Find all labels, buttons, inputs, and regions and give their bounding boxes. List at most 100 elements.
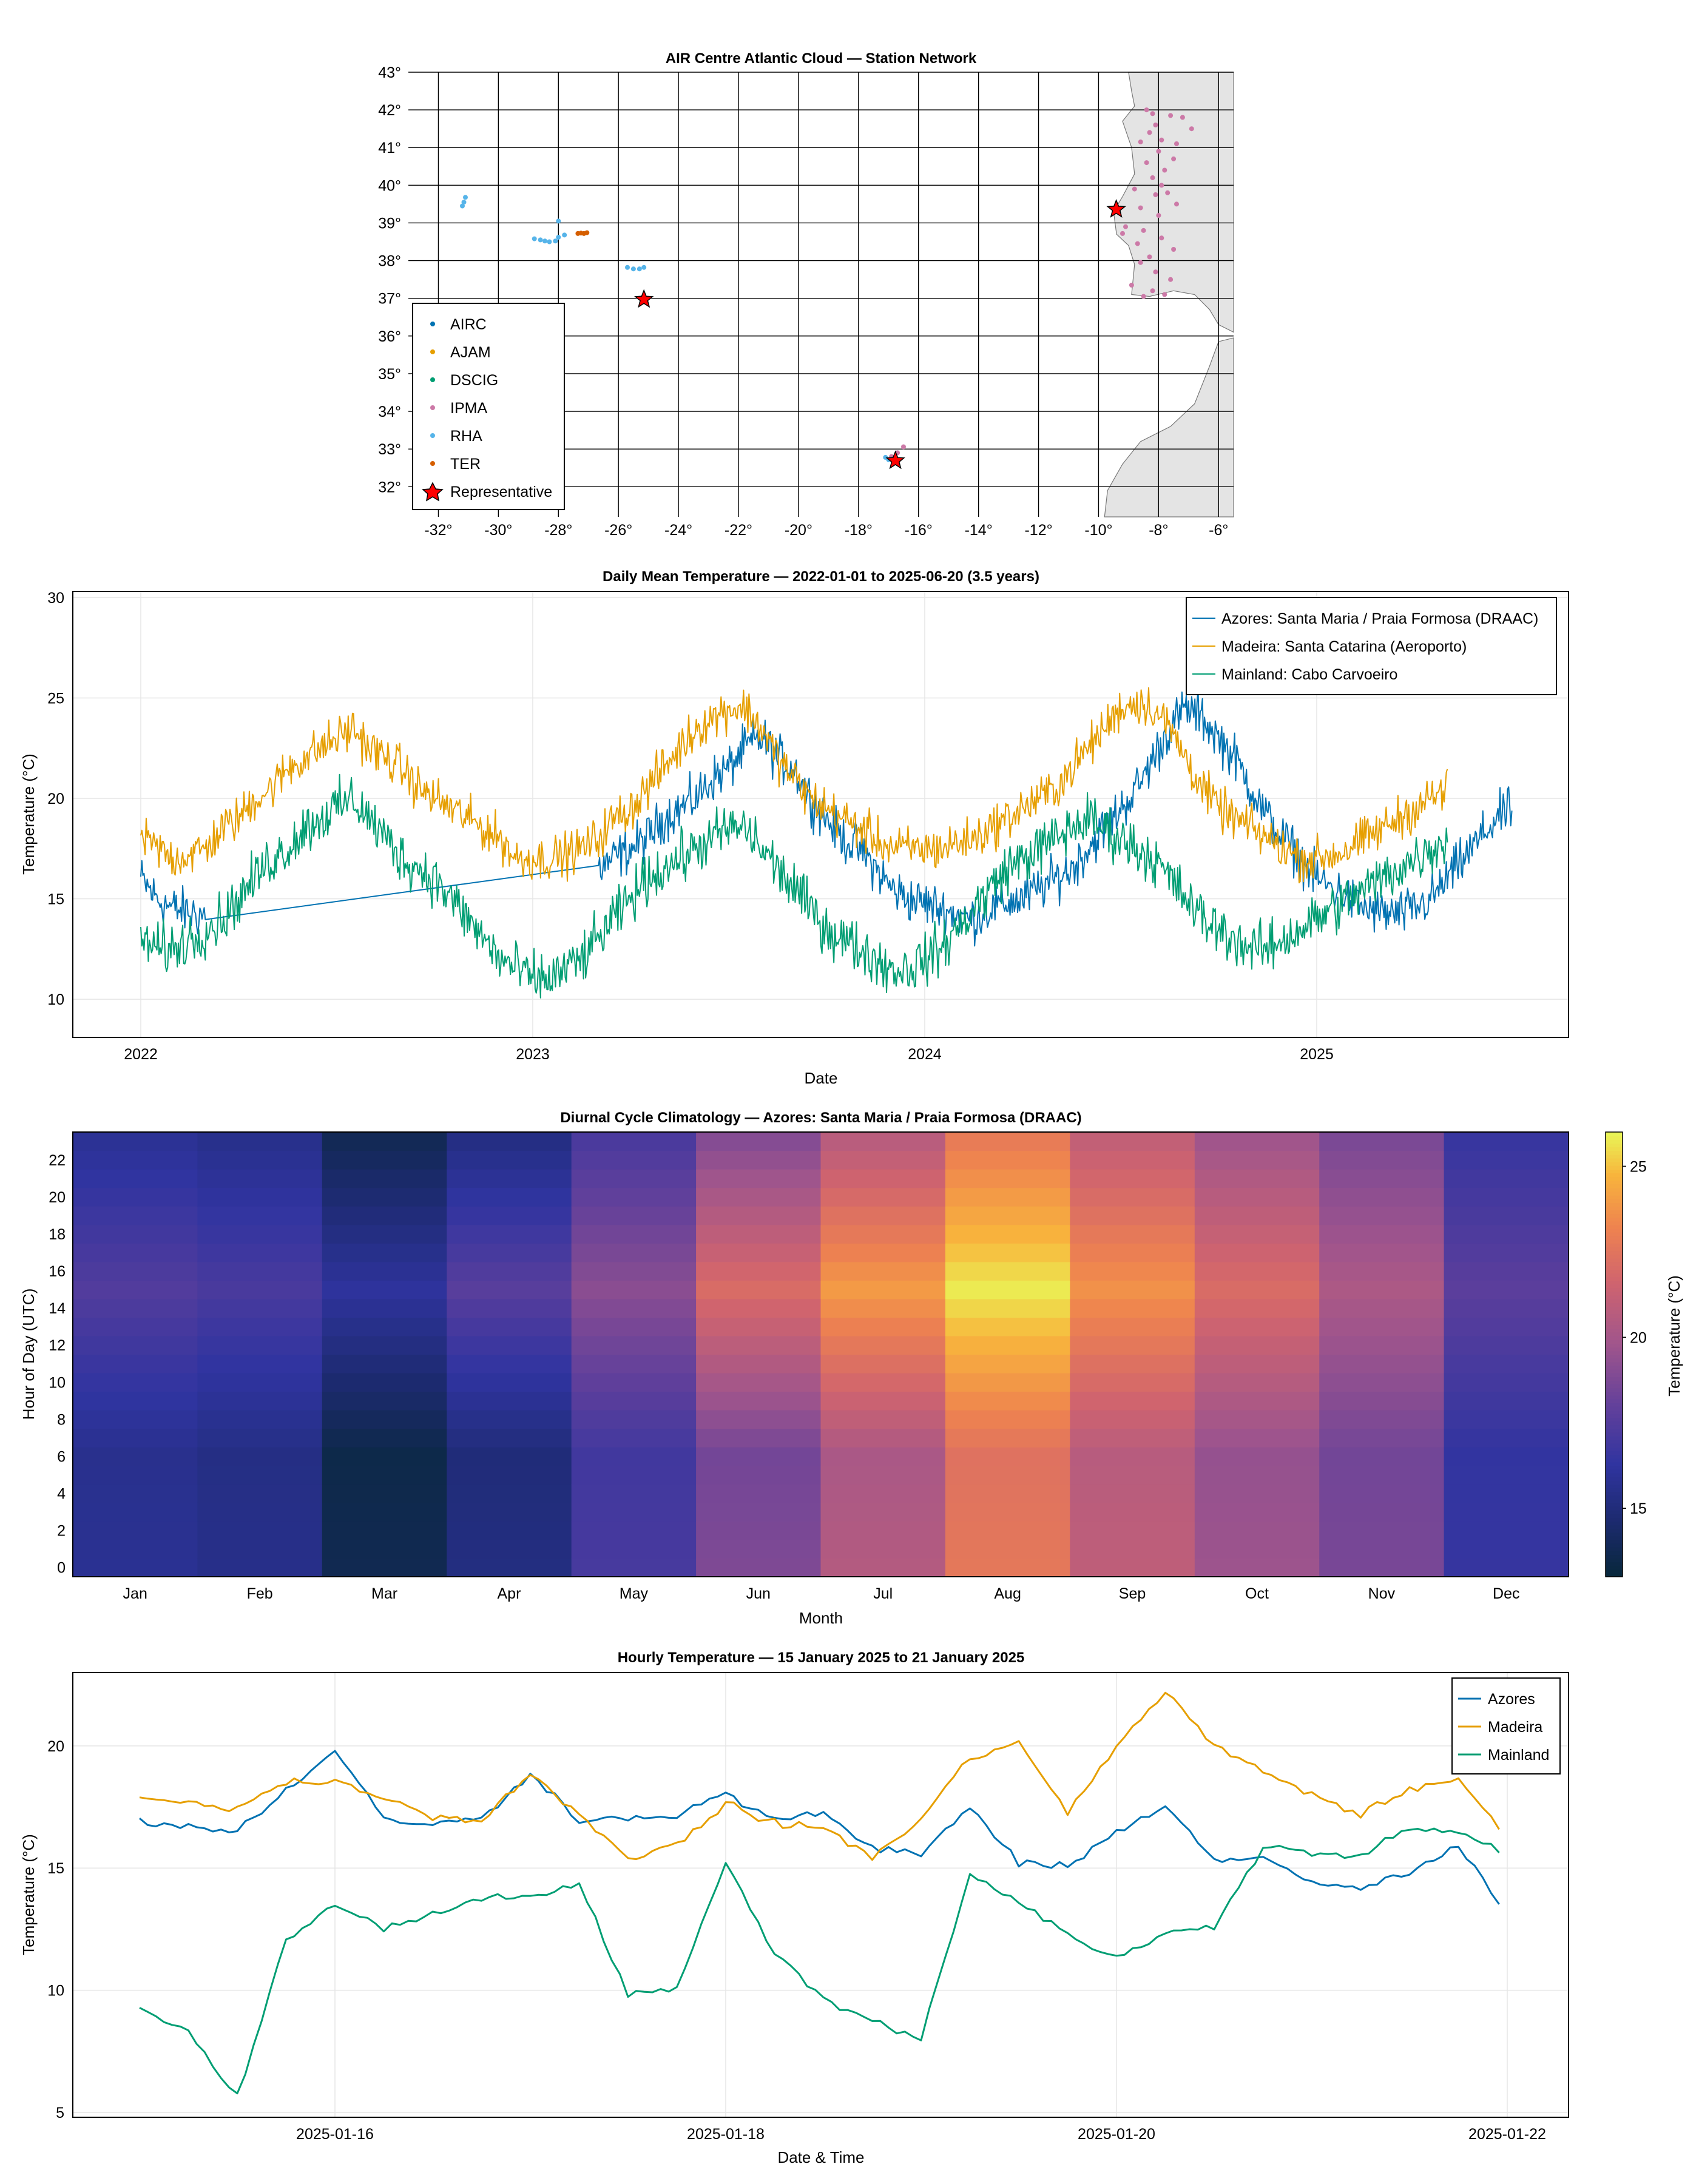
- hourly-x-axis-label: Date & Time: [777, 2148, 864, 2166]
- station-point-ter: [584, 230, 590, 235]
- heatmap-cell: [322, 1447, 447, 1466]
- representative-star: [885, 450, 905, 470]
- heatmap-cell: [447, 1280, 572, 1299]
- heatmap-cell: [1194, 1539, 1320, 1559]
- colorbar-segment: [1606, 1477, 1623, 1481]
- heatmap-cell: [571, 1317, 697, 1336]
- heatmap-cell: [1070, 1169, 1195, 1188]
- station-point-rha: [542, 238, 547, 244]
- heatmap-colorbar: 15 20 25: [1605, 1131, 1647, 1577]
- heatmap-cell: [322, 1373, 447, 1392]
- daily-series-madeira: [140, 687, 1448, 884]
- heatmap-x-tick-label: Sep: [1119, 1585, 1146, 1602]
- heatmap-cell: [197, 1243, 323, 1262]
- heatmap-cell: [447, 1447, 572, 1466]
- heatmap-cell: [1194, 1261, 1320, 1281]
- legend-marker-rha: [430, 433, 435, 438]
- heatmap-y-tick-label: 18: [49, 1226, 66, 1243]
- heatmap-cell: [696, 1243, 822, 1262]
- heatmap-x-axis-label: Month: [799, 1609, 843, 1627]
- station-point-rha: [532, 236, 537, 241]
- heatmap-cell: [1070, 1206, 1195, 1225]
- map-x-tick-label: -28°: [544, 522, 572, 539]
- heatmap-cell: [1444, 1465, 1569, 1485]
- colorbar-segment: [1606, 1150, 1623, 1155]
- heatmap-cell: [73, 1132, 198, 1151]
- colorbar-segment: [1606, 1465, 1623, 1470]
- heatmap-cell: [1070, 1447, 1195, 1466]
- heatmap-cell: [1319, 1373, 1445, 1392]
- legend-label-ipma: IPMA: [450, 400, 487, 417]
- map-x-tick-label: -8°: [1149, 522, 1168, 539]
- heatmap-cell: [1444, 1243, 1569, 1262]
- station-points: [460, 107, 1194, 462]
- heatmap-cell: [1444, 1502, 1569, 1522]
- daily-y-tick-label: 20: [47, 790, 64, 807]
- colorbar-segment: [1606, 1139, 1623, 1144]
- heatmap-cell: [1444, 1298, 1569, 1318]
- hourly-legend-label-mainland: Mainland: [1488, 1747, 1549, 1764]
- heatmap-frame: [72, 1131, 1569, 1577]
- heatmap-cell: [1444, 1206, 1569, 1225]
- heatmap-cell: [1194, 1502, 1320, 1522]
- colorbar-segment: [1606, 1539, 1623, 1544]
- station-point-ipma: [1171, 156, 1177, 161]
- colorbar-segment: [1606, 1406, 1623, 1410]
- legend-label-mainland-station: Mainland: Cabo Carvoeiro: [1221, 666, 1397, 683]
- colorbar-segment: [1606, 1384, 1623, 1389]
- colorbar-segment: [1606, 1287, 1623, 1292]
- colorbar-segment: [1606, 1454, 1623, 1459]
- heatmap-cell: [322, 1224, 447, 1244]
- heatmap-cell: [1194, 1132, 1320, 1151]
- station-point-ipma: [1120, 231, 1125, 236]
- heatmap-cell: [1444, 1336, 1569, 1355]
- station-point-ipma: [1138, 260, 1143, 265]
- heatmap-cell: [73, 1502, 198, 1522]
- colorbar-tick-label: 15: [1630, 1500, 1647, 1517]
- colorbar-segment: [1606, 1306, 1623, 1310]
- colorbar-segment: [1606, 1303, 1623, 1307]
- colorbar-segment: [1606, 1232, 1623, 1236]
- heatmap-x-tick-label: Jan: [123, 1585, 147, 1602]
- heatmap-cell: [571, 1391, 697, 1410]
- heatmap-cell: [73, 1298, 198, 1318]
- heatmap-y-tick-label: 8: [57, 1411, 66, 1428]
- colorbar-segment: [1606, 1510, 1623, 1514]
- colorbar-segment: [1606, 1395, 1623, 1400]
- legend-label-ajam: AJAM: [450, 344, 491, 361]
- colorbar-segment: [1606, 1551, 1623, 1555]
- heatmap-y-tick-label: 20: [49, 1189, 66, 1206]
- colorbar-segment: [1606, 1243, 1623, 1248]
- colorbar-segment: [1606, 1336, 1623, 1340]
- colorbar-segment: [1606, 1361, 1623, 1366]
- heatmap-cell: [820, 1261, 946, 1281]
- heatmap-cell: [945, 1502, 1070, 1522]
- station-point-rha: [461, 200, 467, 205]
- heatmap-cell: [447, 1391, 572, 1410]
- heatmap-cell: [322, 1391, 447, 1410]
- heatmap-cell: [1444, 1410, 1569, 1429]
- colorbar-segment: [1606, 1414, 1623, 1418]
- map-x-tick-label: -6°: [1209, 522, 1228, 539]
- legend-label-ter: TER: [450, 456, 481, 473]
- colorbar-segment: [1606, 1143, 1623, 1148]
- heatmap-cell: [945, 1261, 1070, 1281]
- heatmap-cell: [1194, 1187, 1320, 1207]
- heatmap-cell: [197, 1521, 323, 1540]
- heatmap-cell: [571, 1150, 697, 1170]
- heatmap-cell: [696, 1169, 822, 1188]
- colorbar-segment: [1606, 1417, 1623, 1422]
- heatmap-cell: [1194, 1410, 1320, 1429]
- legend-label-azores-station: Azores: Santa Maria / Praia Formosa (DRA…: [1221, 610, 1538, 627]
- hourly-x-tick-label: 2025-01-20: [1078, 2126, 1155, 2143]
- heatmap-cell: [945, 1373, 1070, 1392]
- heatmap-cell: [322, 1465, 447, 1485]
- heatmap-cell: [696, 1317, 822, 1336]
- heatmap-cell: [197, 1391, 323, 1410]
- station-point-ipma: [1153, 192, 1158, 197]
- colorbar-segment: [1606, 1569, 1623, 1574]
- station-point-rha: [463, 195, 468, 200]
- heatmap-cell: [820, 1243, 946, 1262]
- colorbar-segment: [1606, 1535, 1623, 1540]
- heatmap-cell: [571, 1354, 697, 1373]
